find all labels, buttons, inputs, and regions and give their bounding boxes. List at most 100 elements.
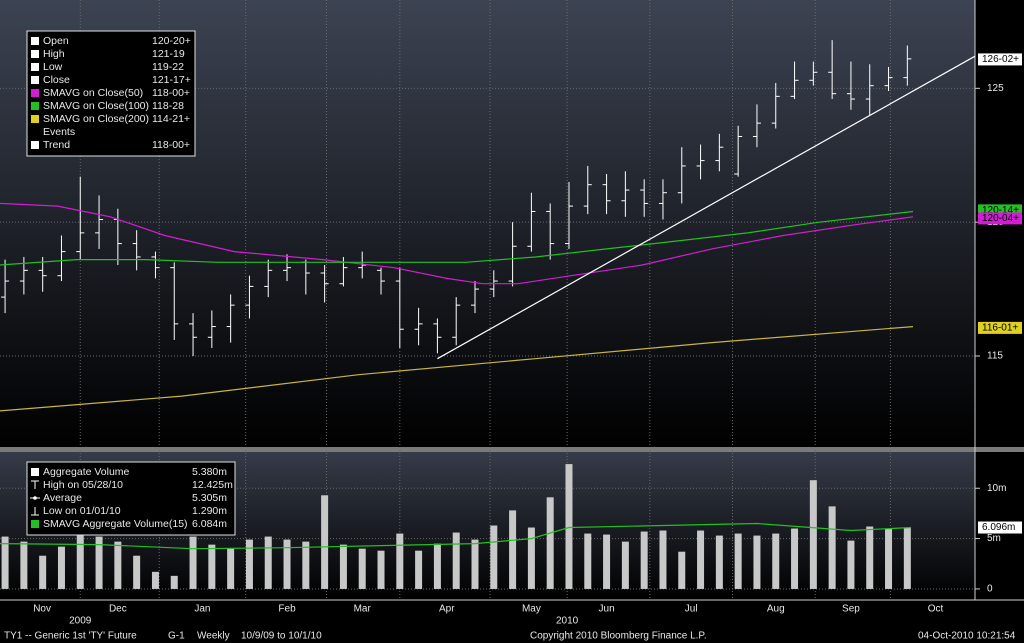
volume-bar [20,541,28,589]
x-tick-label: Apr [439,604,455,615]
legend-value: 6.084m [192,518,227,530]
y-tick-label: 115 [987,351,1003,362]
legend-swatch [31,468,39,476]
legend-name: Open [43,35,69,47]
legend-name: Trend [43,139,70,151]
y-tick-label: 0 [987,584,993,595]
legend-value: 5.380m [192,466,227,478]
volume-bar [76,522,84,589]
legend-symbol [33,496,37,500]
volume-bar [678,551,686,589]
axis-label: 6.096m [982,522,1015,533]
volume-bar [584,533,592,589]
legend-value: 121-19 [152,48,185,60]
legend-name: Close [43,74,70,86]
panel-divider [0,447,1024,452]
x-tick-label: Sep [842,604,860,615]
legend-box [26,461,236,536]
volume-bar [791,528,799,589]
volume-bar [396,533,404,589]
volume-bar [1,536,9,589]
legend-name: SMAVG on Close(100) [43,100,149,112]
volume-bar [114,541,122,589]
volume-bar [415,550,423,589]
axis-label: 120-04+ [982,213,1019,224]
volume-bar [734,533,742,589]
axis-label-box [978,521,1022,534]
legend-box [26,30,196,157]
line-series [437,55,976,360]
volume-bar [847,540,855,589]
line-series [0,326,914,412]
legend-swatch [31,50,39,58]
legend-value: 114-21+ [152,113,190,125]
footer-security: TY1 -- Generic 1st 'TY' Future [4,631,137,642]
footer-range: 10/9/09 to 10/1/10 [241,631,322,642]
volume-bar [640,531,648,589]
x-tick-label: Aug [767,604,785,615]
volume-bar [621,541,629,589]
legend-name: High on 05/28/10 [43,479,123,491]
legend-swatch [31,37,39,45]
axis-label: 116-01+ [982,323,1018,334]
volume-bar [433,543,441,589]
legend-swatch [31,115,39,123]
volume-bar [283,539,291,589]
volume-bar [264,536,272,589]
y-tick-label: 125 [987,83,1004,94]
volume-bar [57,546,65,589]
legend-name: Low [43,61,63,73]
legend-name: SMAVG Aggregate Volume(15) [43,518,188,530]
legend-value: 118-28 [152,100,184,112]
year-label: 2009 [69,616,92,627]
line-series [0,522,912,550]
legend-name: Aggregate Volume [43,466,130,478]
legend-value: 5.305m [192,492,227,504]
legend-value: 12.425m [192,479,233,491]
legend-name: Low on 01/01/10 [43,505,121,517]
legend-swatch [31,76,39,84]
volume-bar [227,548,235,589]
x-tick-label: May [522,604,541,615]
footer-timestamp: 04-Oct-2010 10:21:54 [918,631,1016,642]
volume-bar [903,527,911,589]
volume-bar [527,527,535,589]
x-tick-label: Dec [109,604,127,615]
x-tick-label: Jan [194,604,210,615]
footer-period: Weekly [197,631,230,642]
legend-value: 121-17+ [152,74,191,86]
legend-value: 118-00+ [152,139,190,151]
legend-swatch [31,520,39,528]
volume-bar [659,530,667,589]
volume-bar [885,528,893,589]
volume-bar [509,510,517,589]
legend-name: SMAVG on Close(50) [43,87,143,99]
axis-label: 120-14+ [982,205,1019,216]
volume-bar [753,535,761,589]
volume-bar [452,532,460,589]
volume-bar [546,497,554,589]
x-tick-label: Feb [278,604,296,615]
volume-bar [565,464,573,589]
legend-value: 119-22 [152,61,184,73]
volume-bar [866,526,874,589]
volume-bar [358,548,366,589]
legend-value: 118-00+ [152,87,190,99]
marks [0,40,976,589]
y-tick-label: 10m [987,483,1006,494]
line-series [0,202,914,285]
volume-bar [471,539,479,589]
line-series [0,210,914,266]
y-tick-label: 5m [987,533,1001,544]
legend-name: Average [43,492,82,504]
axis-label-box [978,212,1022,225]
x-tick-label: Nov [33,604,51,615]
legend-value: 1.290m [192,505,227,517]
legend-name: SMAVG on Close(200) [43,113,149,125]
x-tick-label: Oct [928,604,944,615]
axis-label-box [978,321,1022,334]
volume-bar [715,535,723,589]
volume-bar [95,536,103,589]
legend-name: Events [43,126,75,138]
